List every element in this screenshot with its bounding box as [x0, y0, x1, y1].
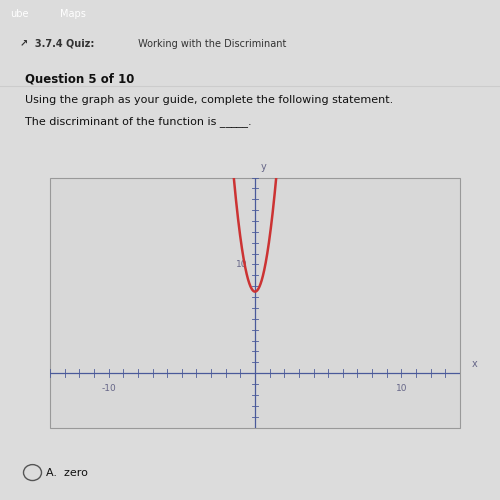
Text: The discriminant of the function is _____.: The discriminant of the function is ____…	[25, 116, 252, 127]
Text: A.  zero: A. zero	[46, 468, 88, 477]
Text: -10: -10	[101, 384, 116, 393]
Bar	[50, 178, 460, 428]
Text: Working with the Discriminant: Working with the Discriminant	[135, 38, 286, 48]
Text: Question 5 of 10: Question 5 of 10	[25, 73, 134, 86]
Text: Using the graph as your guide, complete the following statement.: Using the graph as your guide, complete …	[25, 95, 393, 105]
Text: ↗  3.7.4 Quiz:: ↗ 3.7.4 Quiz:	[20, 38, 94, 48]
Text: x: x	[472, 359, 478, 369]
Text: y: y	[261, 162, 266, 172]
Text: 10: 10	[236, 260, 248, 269]
Text: ube: ube	[10, 9, 29, 19]
Text: Maps: Maps	[60, 9, 86, 19]
Text: 10: 10	[396, 384, 407, 393]
